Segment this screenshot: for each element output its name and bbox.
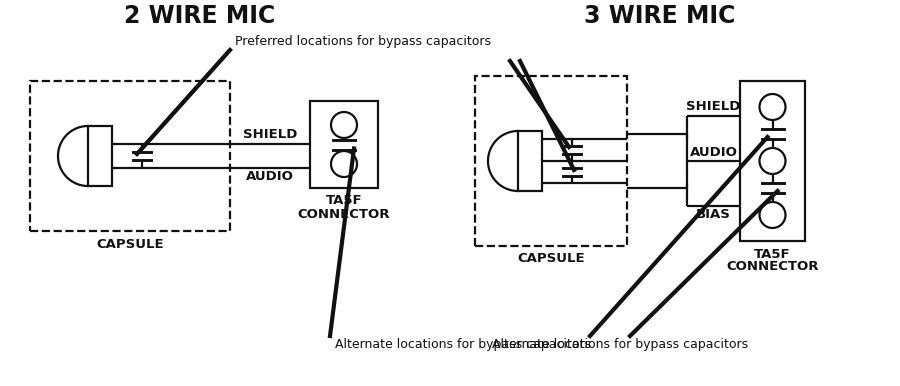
Text: AUDIO: AUDIO [689, 146, 737, 159]
Text: AUDIO: AUDIO [246, 171, 294, 183]
Text: Preferred locations for bypass capacitors: Preferred locations for bypass capacitor… [235, 35, 491, 48]
Text: CONNECTOR: CONNECTOR [298, 208, 391, 220]
Text: TA5F: TA5F [326, 195, 363, 208]
Text: Alternate locations for bypass capacitors: Alternate locations for bypass capacitor… [492, 338, 748, 351]
Bar [30, 81, 230, 231]
Text: CAPSULE: CAPSULE [96, 237, 164, 251]
Text: BIAS: BIAS [696, 208, 731, 222]
Text: CAPSULE: CAPSULE [518, 252, 585, 266]
Bar [475, 76, 627, 246]
Text: CONNECTOR: CONNECTOR [726, 261, 819, 274]
Text: 2 WIRE MIC: 2 WIRE MIC [124, 4, 275, 28]
Bar [88, 126, 112, 186]
Text: TA5F: TA5F [754, 247, 791, 261]
Text: SHIELD: SHIELD [243, 129, 297, 142]
Bar [740, 81, 805, 241]
Text: SHIELD: SHIELD [687, 100, 741, 113]
Text: Alternate locations for bypass capacitors: Alternate locations for bypass capacitor… [335, 338, 591, 351]
Bar [518, 131, 542, 191]
Text: 3 WIRE MIC: 3 WIRE MIC [584, 4, 735, 28]
Bar [310, 101, 378, 188]
